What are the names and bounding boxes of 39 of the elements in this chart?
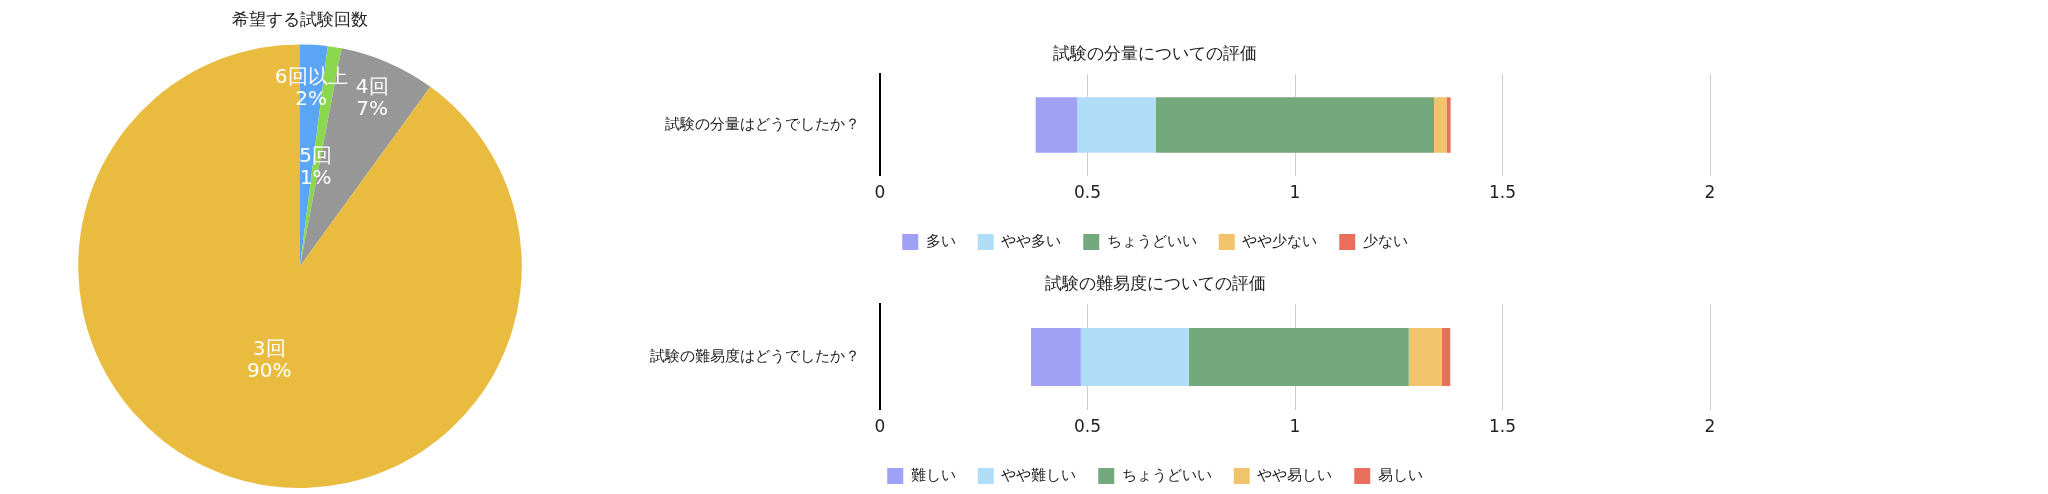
- legend-label: やや多い: [1001, 231, 1062, 250]
- bar: [1446, 97, 1451, 153]
- bar: [1155, 97, 1435, 153]
- x-tick-label: 1: [1289, 416, 1301, 437]
- y-tick-label: 試験の分量はどうでしたか？: [665, 114, 860, 133]
- chart-title: 試験の分量についての評価: [1053, 42, 1257, 63]
- legend-label: やや易しい: [1257, 465, 1333, 484]
- legend-label: 少ない: [1362, 231, 1408, 250]
- x-tick-label: 0.5: [1073, 416, 1102, 437]
- legend-label: 多い: [925, 231, 956, 250]
- legend-label: やや少ない: [1242, 231, 1318, 250]
- bar: [1031, 328, 1081, 386]
- x-tick-label: 1: [1289, 182, 1301, 203]
- slice-label: 3回: [252, 336, 286, 361]
- bar: [1441, 328, 1451, 386]
- bar: [1080, 328, 1189, 386]
- chart-title: 試験の難易度についての評価: [1044, 272, 1266, 293]
- data-label: 90%: [246, 358, 292, 383]
- x-tick-label: 0: [874, 416, 886, 437]
- x-tick-label: 1.5: [1488, 182, 1517, 203]
- x-tick-label: 0: [874, 182, 886, 203]
- legend-label: 難しい: [910, 465, 956, 484]
- bar: [1408, 328, 1442, 386]
- chart-title: 希望する試験回数: [232, 8, 368, 29]
- x-tick-label: 1.5: [1488, 416, 1517, 437]
- legend-label: 易しい: [1377, 465, 1423, 484]
- x-tick-label: 2: [1704, 416, 1716, 437]
- legend-label: やや難しい: [1001, 465, 1077, 484]
- legend-label: ちょうどいい: [1106, 231, 1197, 250]
- x-tick-label: 2: [1704, 182, 1716, 203]
- y-tick-label: 試験の難易度はどうでしたか？: [650, 346, 860, 365]
- bar: [1077, 97, 1156, 153]
- x-tick-label: 0.5: [1073, 182, 1102, 203]
- bar: [1188, 328, 1409, 386]
- legend-label: ちょうどいい: [1121, 465, 1212, 484]
- bar: [1035, 97, 1078, 153]
- slice-label: 4回: [355, 74, 389, 99]
- bar: [1434, 97, 1447, 153]
- data-label: 7%: [356, 96, 389, 121]
